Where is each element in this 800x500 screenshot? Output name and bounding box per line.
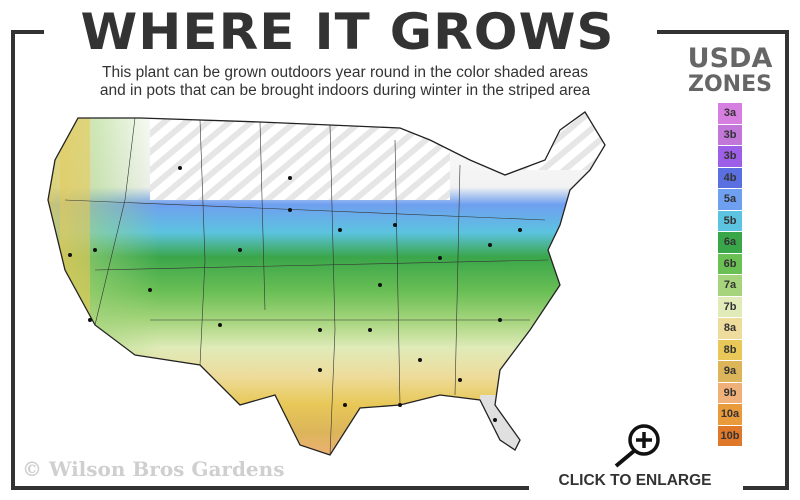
copyright-watermark: © Wilson Bros Gardens xyxy=(22,457,285,481)
click-to-enlarge-button[interactable]: CLICK TO ENLARGE xyxy=(540,420,730,492)
frame-bottom-right xyxy=(743,486,789,490)
legend-zone-5a: 5a xyxy=(718,189,742,210)
legend-zone-6b: 6b xyxy=(718,253,742,274)
page-title: WHERE IT GROWS xyxy=(80,3,615,61)
legend-zone-8b: 8b xyxy=(718,339,742,360)
legend-zone-6a: 6a xyxy=(718,232,742,253)
legend-zone-7a: 7a xyxy=(718,275,742,296)
legend-zone-9a: 9a xyxy=(718,361,742,382)
legend-zone-3b: 3b xyxy=(718,146,742,167)
city-dots xyxy=(68,166,522,422)
legend-zone-10a: 10a xyxy=(718,404,742,425)
frame-right xyxy=(785,30,789,490)
legend-zone-9b: 9b xyxy=(718,382,742,403)
enlarge-label: CLICK TO ENLARGE xyxy=(558,472,712,489)
subtitle-line-2: and in pots that can be brought indoors … xyxy=(99,82,591,99)
legend-zone-8a: 8a xyxy=(718,318,742,339)
zone-legend: 3a 3b 3b 4b 5a 5b 6a 6b 7a 7b 8a 8b 9a 9b 10a 10b xyxy=(718,103,742,447)
state-lines xyxy=(64,117,549,456)
frame-bottom-left xyxy=(11,486,529,490)
frame-left xyxy=(11,30,15,490)
subtitle-line-1: This plant can be grown outdoors year ro… xyxy=(102,64,588,81)
zone-bands xyxy=(48,112,605,455)
legend-zone-7b: 7b xyxy=(718,296,742,317)
legend-zone-5b: 5b xyxy=(718,210,742,231)
legend-zone-3b: 3b xyxy=(718,124,742,145)
frame-top-right xyxy=(657,30,789,34)
legend-zone-4b: 4b xyxy=(718,167,742,188)
legend-title: USDA ZONES xyxy=(687,43,773,97)
legend-zone-3a: 3a xyxy=(718,103,742,124)
zoom-in-icon xyxy=(614,424,660,468)
frame-top-left xyxy=(11,30,44,34)
legend-zone-10b: 10b xyxy=(718,425,742,446)
subtitle: This plant can be grown outdoors year ro… xyxy=(40,64,650,100)
